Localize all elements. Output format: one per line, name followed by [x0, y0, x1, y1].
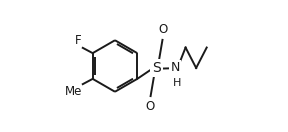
Text: O: O	[158, 23, 168, 36]
Text: H: H	[173, 78, 181, 88]
Text: N: N	[170, 62, 180, 74]
Text: F: F	[75, 34, 82, 47]
Text: Me: Me	[65, 85, 82, 98]
Text: S: S	[152, 61, 161, 75]
Text: O: O	[145, 100, 155, 113]
